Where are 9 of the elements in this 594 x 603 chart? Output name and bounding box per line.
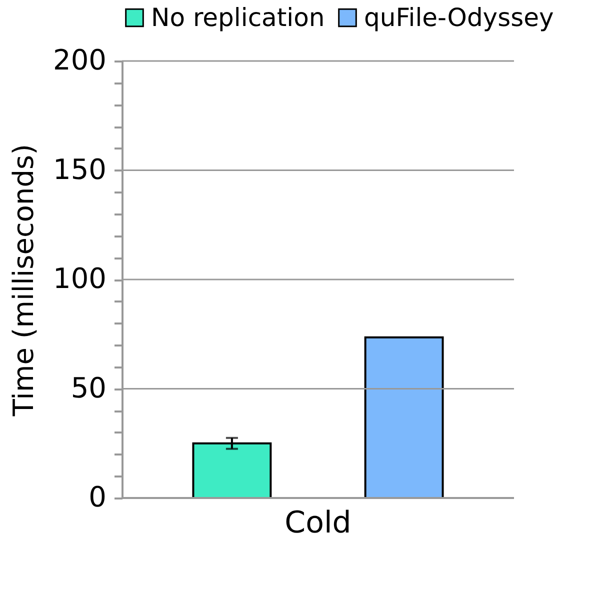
y-tick-label: 0	[88, 480, 106, 514]
y-tick-label: 150	[53, 152, 106, 186]
y-tick-label: 200	[53, 44, 106, 76]
y-axis-title: Time (milliseconds)	[7, 144, 40, 418]
y-tick-label: 100	[53, 262, 106, 295]
legend-label: quFile-Odyssey	[364, 2, 554, 32]
y-tick-label: 50	[70, 371, 106, 404]
legend-label: No replication	[151, 2, 325, 32]
x-tick-label: Cold	[284, 506, 352, 540]
